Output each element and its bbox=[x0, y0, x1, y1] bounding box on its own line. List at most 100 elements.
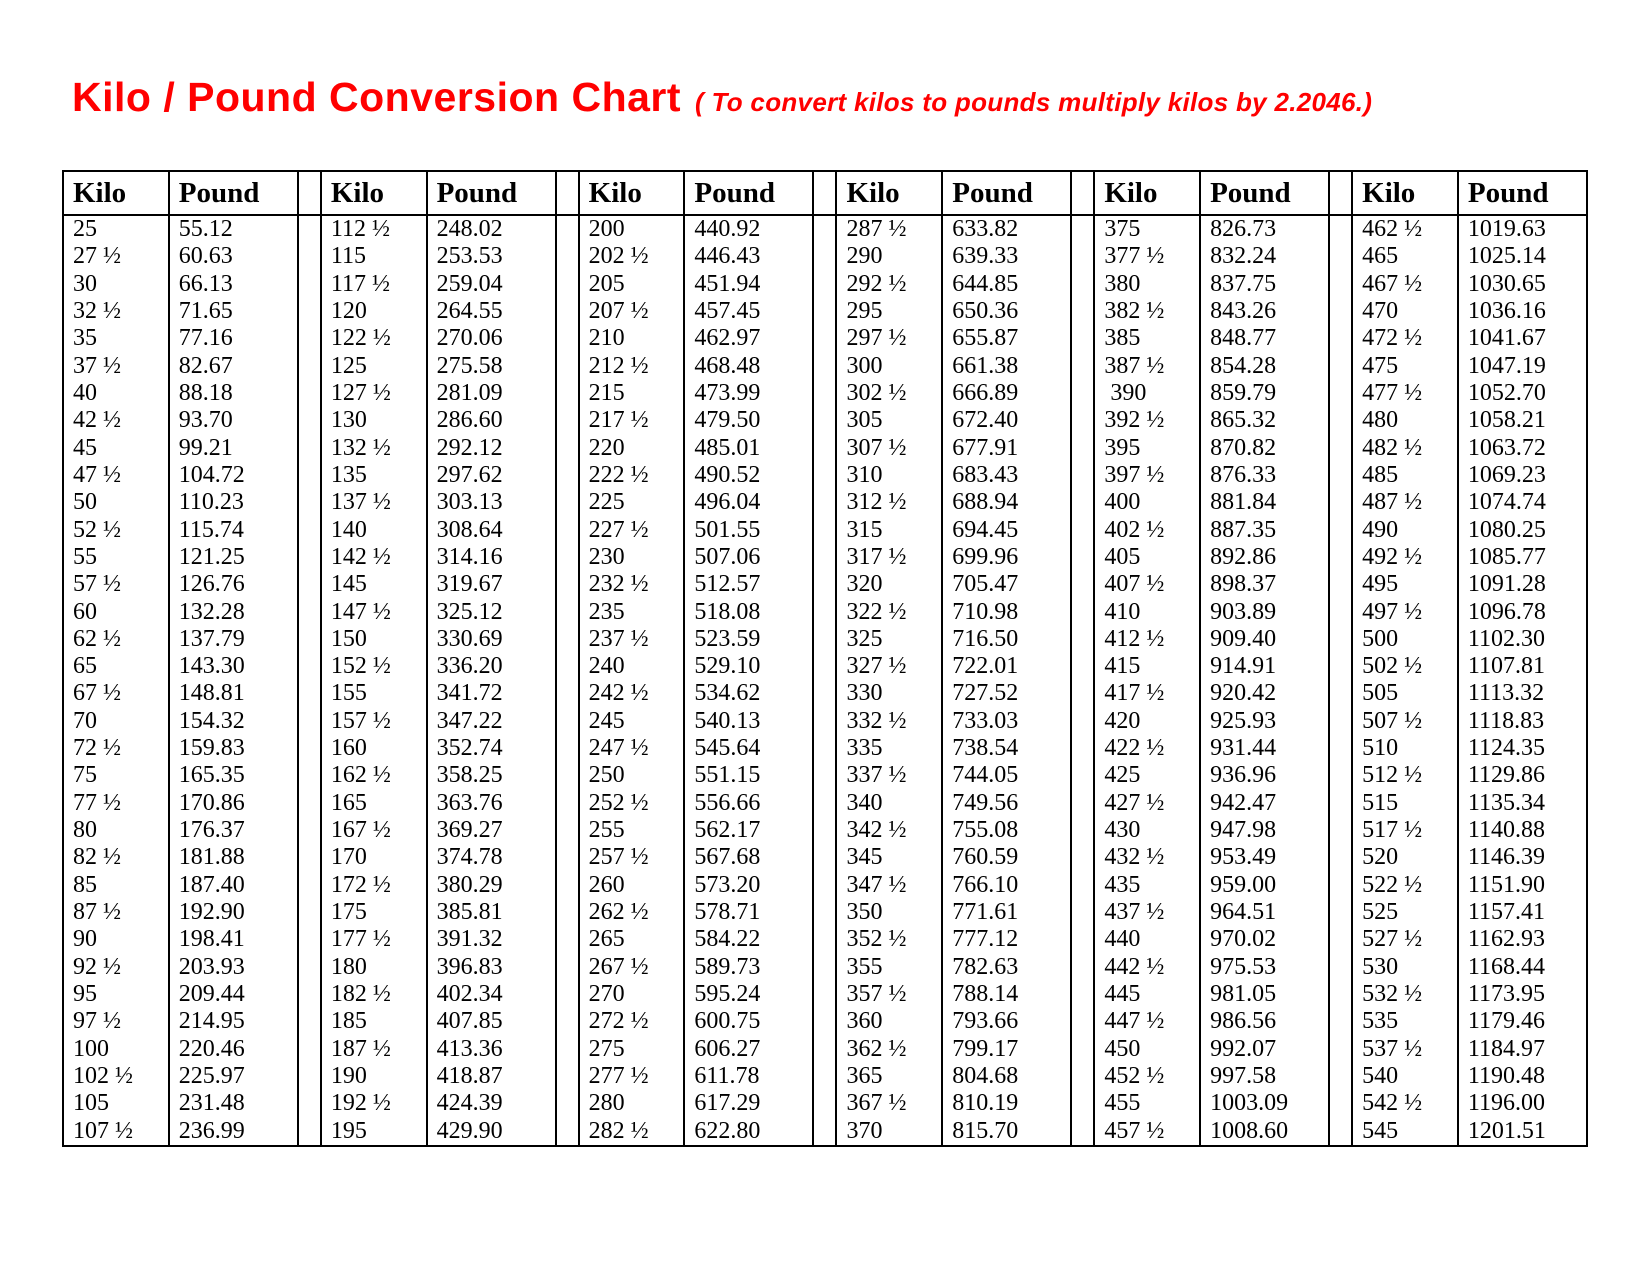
kilo-header: Kilo bbox=[62, 170, 170, 216]
pound-cell: 925.93 bbox=[1199, 707, 1330, 735]
kilo-cell: 30 bbox=[62, 270, 170, 298]
kilo-cell: 512 ½ bbox=[1351, 762, 1459, 790]
kilo-cell: 145 bbox=[319, 571, 428, 599]
pound-cell: 595.24 bbox=[683, 980, 815, 1009]
table-row: 32 ½ 71.65 120 264.55 207 ½ 457.45 295 650.36 38… bbox=[62, 297, 1589, 326]
pound-cell: 253.53 bbox=[425, 243, 557, 271]
table-row: 65 143.30 152 ½ 336.20 240 529.10 327 ½ 722.01 4… bbox=[62, 653, 1589, 681]
kilo-cell: 275 bbox=[577, 1035, 686, 1063]
spacer-cell bbox=[554, 1090, 580, 1118]
kilo-cell: 127 ½ bbox=[319, 379, 428, 408]
spacer-cell bbox=[1327, 1090, 1354, 1118]
kilo-cell: 502 ½ bbox=[1351, 653, 1459, 681]
pound-header: Pound bbox=[167, 170, 299, 216]
pound-cell: 203.93 bbox=[167, 953, 299, 981]
table-row: 107 ½ 236.99 195 429.90 282 ½ 622.80 370 815.70… bbox=[62, 1117, 1589, 1146]
spacer-cell bbox=[296, 1117, 322, 1146]
spacer-cell bbox=[1327, 871, 1354, 899]
kilo-header: Kilo bbox=[835, 170, 944, 216]
pound-cell: 529.10 bbox=[683, 653, 815, 681]
kilo-cell: 167 ½ bbox=[319, 816, 428, 845]
pound-header: Pound bbox=[683, 170, 815, 216]
spacer-cell bbox=[1070, 461, 1096, 490]
pound-cell: 88.18 bbox=[167, 379, 299, 408]
kilo-cell: 402 ½ bbox=[1093, 516, 1202, 544]
spacer-cell bbox=[1070, 571, 1096, 599]
spacer-cell bbox=[812, 734, 838, 763]
spacer-cell bbox=[1327, 625, 1354, 654]
kilo-cell: 470 bbox=[1351, 297, 1459, 326]
kilo-cell: 400 bbox=[1093, 489, 1202, 517]
table-row: 30 66.13 117 ½ 259.04 205 451.94 292 ½ 644.85 38… bbox=[62, 270, 1589, 298]
kilo-cell: 500 bbox=[1351, 625, 1459, 654]
pound-cell: 611.78 bbox=[683, 1062, 815, 1091]
pound-cell: 1019.63 bbox=[1456, 215, 1589, 244]
spacer-cell bbox=[554, 571, 580, 599]
pound-cell: 369.27 bbox=[425, 816, 557, 845]
table-row: 90 198.41 177 ½ 391.32 265 584.22 352 ½ 777.12 4… bbox=[62, 926, 1589, 954]
kilo-cell: 292 ½ bbox=[835, 270, 944, 298]
table-row: 77 ½ 170.86 165 363.76 252 ½ 556.66 340 749.56 4… bbox=[62, 789, 1589, 817]
pound-cell: 1201.51 bbox=[1456, 1117, 1589, 1146]
pound-cell: 126.76 bbox=[167, 571, 299, 599]
pound-cell: 810.19 bbox=[941, 1090, 1073, 1118]
spacer-cell bbox=[296, 871, 322, 899]
spacer-cell bbox=[296, 1090, 322, 1118]
spacer-cell bbox=[1070, 980, 1096, 1009]
pound-cell: 777.12 bbox=[941, 926, 1073, 954]
kilo-cell: 107 ½ bbox=[62, 1117, 170, 1146]
pound-cell: 903.89 bbox=[1199, 598, 1330, 626]
spacer-cell bbox=[1070, 407, 1096, 435]
spacer-cell bbox=[812, 297, 838, 326]
kilo-cell: 352 ½ bbox=[835, 926, 944, 954]
pound-cell: 633.82 bbox=[941, 215, 1073, 244]
kilo-cell: 237 ½ bbox=[577, 625, 686, 654]
spacer-cell bbox=[812, 325, 838, 353]
pound-cell: 766.10 bbox=[941, 871, 1073, 899]
pound-cell: 947.98 bbox=[1199, 816, 1330, 845]
spacer-cell bbox=[812, 816, 838, 845]
kilo-cell: 327 ½ bbox=[835, 653, 944, 681]
pound-cell: 744.05 bbox=[941, 762, 1073, 790]
kilo-cell: 482 ½ bbox=[1351, 434, 1459, 462]
kilo-cell: 517 ½ bbox=[1351, 816, 1459, 845]
kilo-cell: 42 ½ bbox=[62, 407, 170, 435]
kilo-cell: 57 ½ bbox=[62, 571, 170, 599]
pound-cell: 848.77 bbox=[1199, 325, 1330, 353]
spacer-cell bbox=[554, 953, 580, 981]
kilo-cell: 137 ½ bbox=[319, 489, 428, 517]
pound-cell: 782.63 bbox=[941, 953, 1073, 981]
pound-cell: 1107.81 bbox=[1456, 653, 1589, 681]
table-row: 87 ½ 192.90 175 385.81 262 ½ 578.71 350 771.61 4… bbox=[62, 898, 1589, 927]
kilo-cell: 185 bbox=[319, 1008, 428, 1036]
table-row: 82 ½ 181.88 170 374.78 257 ½ 567.68 345 760.59 4… bbox=[62, 844, 1589, 872]
kilo-cell: 430 bbox=[1093, 816, 1202, 845]
spacer-cell bbox=[296, 434, 322, 462]
kilo-cell: 537 ½ bbox=[1351, 1035, 1459, 1063]
spacer-cell bbox=[1327, 543, 1354, 572]
spacer-cell bbox=[296, 352, 322, 380]
pound-cell: 110.23 bbox=[167, 489, 299, 517]
kilo-cell: 505 bbox=[1351, 680, 1459, 708]
pound-cell: 556.66 bbox=[683, 789, 815, 817]
table-row: 85 187.40 172 ½ 380.29 260 573.20 347 ½ 766.10 4… bbox=[62, 871, 1589, 899]
kilo-cell: 457 ½ bbox=[1093, 1117, 1202, 1146]
kilo-cell: 300 bbox=[835, 352, 944, 380]
kilo-cell: 277 ½ bbox=[577, 1062, 686, 1091]
kilo-cell: 315 bbox=[835, 516, 944, 544]
kilo-cell: 245 bbox=[577, 707, 686, 735]
kilo-cell: 385 bbox=[1093, 325, 1202, 353]
spacer-cell bbox=[1327, 707, 1354, 735]
pound-cell: 1008.60 bbox=[1199, 1117, 1330, 1146]
kilo-cell: 345 bbox=[835, 844, 944, 872]
kilo-cell: 132 ½ bbox=[319, 434, 428, 462]
spacer-cell bbox=[1327, 1008, 1354, 1036]
kilo-cell: 67 ½ bbox=[62, 680, 170, 708]
pound-cell: 286.60 bbox=[425, 407, 557, 435]
spacer-cell bbox=[554, 243, 580, 271]
spacer-cell bbox=[296, 789, 322, 817]
pound-cell: 1124.35 bbox=[1456, 734, 1589, 763]
kilo-cell: 525 bbox=[1351, 898, 1459, 927]
spacer-cell bbox=[1327, 407, 1354, 435]
pound-cell: 771.61 bbox=[941, 898, 1073, 927]
